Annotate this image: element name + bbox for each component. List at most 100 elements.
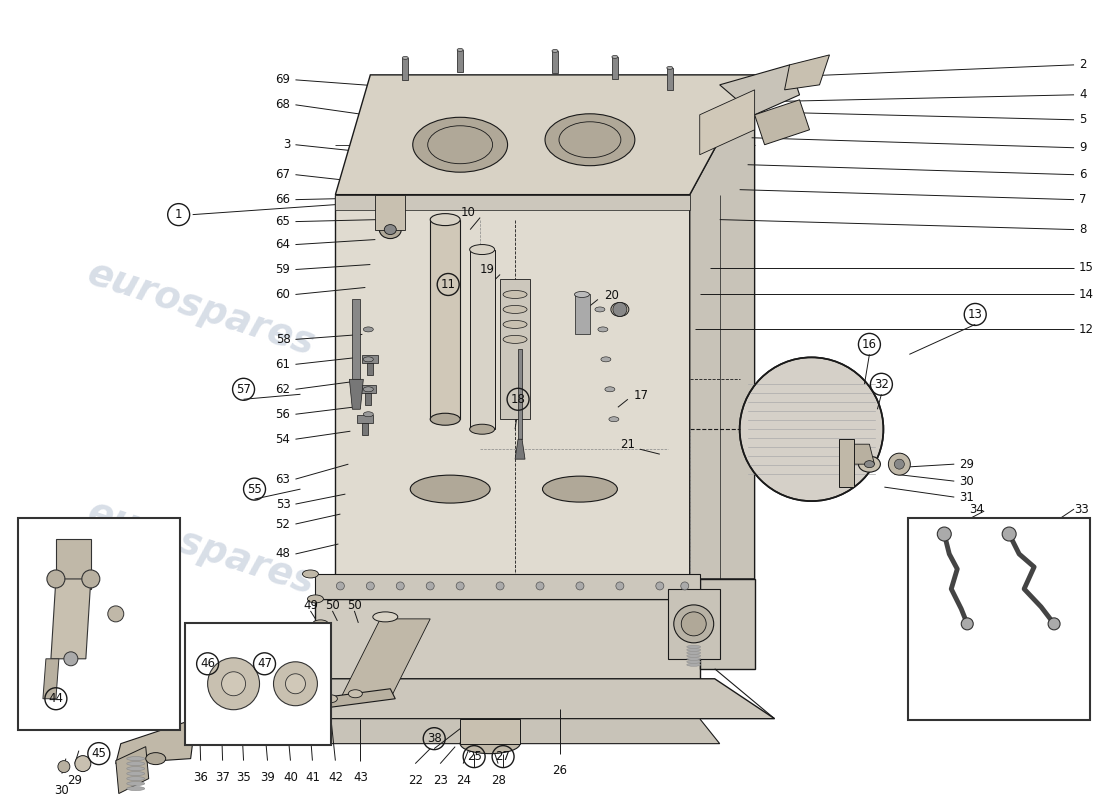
Text: 12: 12	[1079, 323, 1094, 336]
Ellipse shape	[503, 335, 527, 343]
Polygon shape	[316, 574, 700, 599]
Ellipse shape	[274, 705, 287, 713]
Text: 45: 45	[91, 747, 107, 760]
Circle shape	[656, 582, 663, 590]
Circle shape	[1048, 618, 1060, 630]
Text: 49: 49	[302, 599, 318, 612]
Circle shape	[613, 302, 627, 317]
Circle shape	[894, 459, 904, 469]
Text: 47: 47	[257, 658, 272, 670]
Circle shape	[396, 582, 405, 590]
Polygon shape	[350, 379, 363, 410]
Polygon shape	[290, 678, 774, 718]
Text: 33: 33	[1074, 502, 1089, 515]
Text: 30: 30	[55, 783, 69, 797]
Ellipse shape	[430, 414, 460, 426]
Text: 30: 30	[959, 474, 974, 488]
Polygon shape	[116, 746, 148, 794]
Ellipse shape	[302, 570, 318, 578]
Ellipse shape	[674, 605, 714, 643]
Text: 32: 32	[874, 378, 889, 391]
Circle shape	[937, 527, 952, 541]
Polygon shape	[358, 415, 373, 423]
Text: 40: 40	[283, 770, 298, 784]
Text: 14: 14	[1079, 288, 1094, 301]
Text: 25: 25	[466, 750, 482, 763]
Bar	[403, 58, 408, 80]
Ellipse shape	[249, 710, 263, 718]
Polygon shape	[460, 718, 520, 744]
Text: 35: 35	[236, 770, 251, 784]
Circle shape	[889, 453, 911, 475]
Ellipse shape	[298, 702, 312, 710]
Polygon shape	[430, 220, 460, 419]
Ellipse shape	[126, 777, 145, 781]
Text: 7: 7	[1079, 193, 1087, 206]
Text: 29: 29	[959, 458, 975, 470]
Bar	[458, 50, 463, 72]
Ellipse shape	[609, 417, 619, 422]
Text: 39: 39	[260, 770, 275, 784]
Circle shape	[1002, 527, 1016, 541]
Text: 43: 43	[353, 770, 367, 784]
Polygon shape	[839, 439, 855, 487]
Ellipse shape	[312, 620, 329, 628]
Ellipse shape	[126, 757, 145, 761]
Ellipse shape	[410, 475, 491, 503]
Ellipse shape	[363, 412, 373, 417]
Text: 63: 63	[276, 473, 290, 486]
Text: 5: 5	[1079, 114, 1087, 126]
Text: 57: 57	[236, 382, 251, 396]
Text: 67: 67	[275, 168, 290, 181]
Ellipse shape	[595, 307, 605, 312]
Ellipse shape	[503, 321, 527, 329]
Polygon shape	[116, 718, 196, 764]
Polygon shape	[500, 279, 530, 419]
Text: 3: 3	[283, 138, 290, 151]
Circle shape	[286, 674, 306, 694]
Text: 10: 10	[460, 206, 475, 219]
Text: 1: 1	[175, 208, 183, 221]
Ellipse shape	[349, 690, 362, 698]
Ellipse shape	[470, 245, 495, 254]
FancyBboxPatch shape	[185, 623, 331, 745]
Ellipse shape	[686, 646, 701, 648]
Ellipse shape	[470, 424, 495, 434]
Text: 37: 37	[216, 770, 230, 784]
Text: eurospares: eurospares	[442, 495, 679, 602]
Bar	[612, 57, 618, 79]
Ellipse shape	[612, 55, 618, 58]
Polygon shape	[361, 386, 376, 394]
Text: 2: 2	[1079, 58, 1087, 71]
Polygon shape	[575, 294, 590, 334]
Text: 64: 64	[275, 238, 290, 251]
Text: 55: 55	[248, 482, 262, 496]
Text: eurospares: eurospares	[442, 256, 679, 363]
Ellipse shape	[126, 786, 145, 790]
Ellipse shape	[686, 654, 701, 658]
Polygon shape	[700, 579, 755, 669]
Text: 17: 17	[634, 389, 649, 402]
Polygon shape	[470, 250, 495, 430]
Text: 52: 52	[276, 518, 290, 530]
Ellipse shape	[686, 651, 701, 654]
Bar	[552, 51, 558, 73]
Ellipse shape	[126, 782, 145, 786]
Text: 61: 61	[275, 358, 290, 371]
Polygon shape	[336, 194, 690, 579]
Ellipse shape	[544, 114, 635, 166]
Ellipse shape	[428, 126, 493, 164]
Circle shape	[208, 658, 260, 710]
Text: 46: 46	[200, 658, 216, 670]
Circle shape	[81, 570, 100, 588]
Text: 54: 54	[276, 433, 290, 446]
Ellipse shape	[865, 461, 874, 468]
Ellipse shape	[363, 327, 373, 332]
Ellipse shape	[552, 50, 558, 53]
Text: 34: 34	[969, 502, 984, 515]
Text: 11: 11	[441, 278, 455, 291]
Circle shape	[961, 618, 974, 630]
Text: 60: 60	[276, 288, 290, 301]
Ellipse shape	[503, 290, 527, 298]
Text: 58: 58	[276, 333, 290, 346]
